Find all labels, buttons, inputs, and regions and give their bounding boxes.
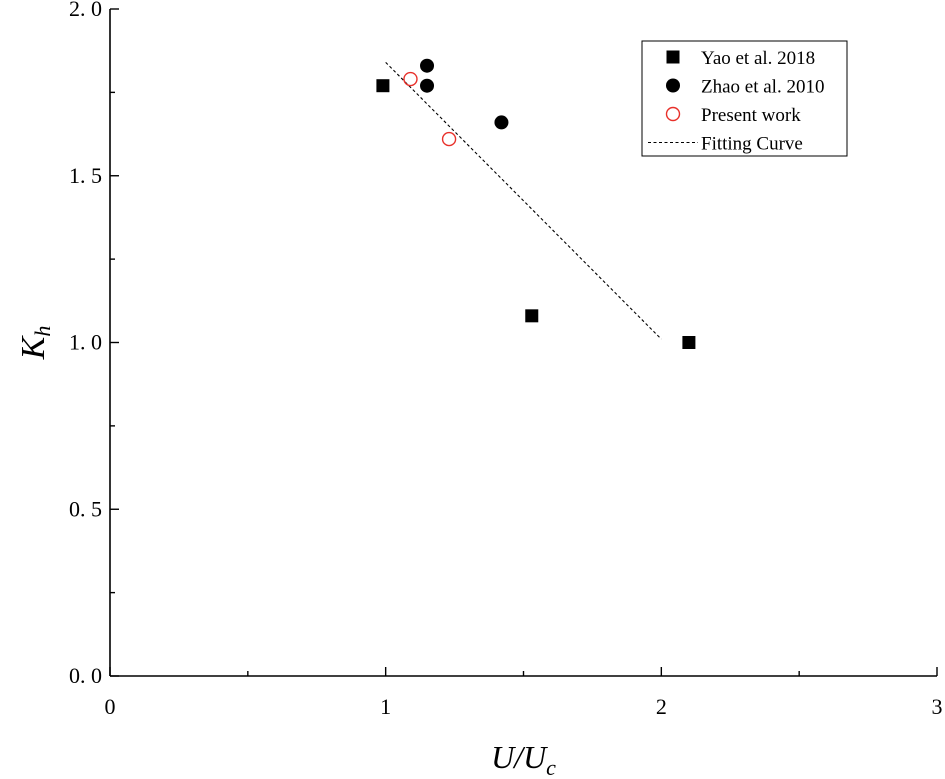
x-tick-label: 0 (105, 694, 116, 719)
x-ticks: 0 1 2 3 (105, 667, 943, 719)
x-tick-label: 1 (380, 694, 391, 719)
data-point-series-2 (441, 131, 457, 147)
data-points-layer (376, 58, 696, 349)
fitting-curve-layer (385, 61, 662, 340)
legend: Yao et al. 2018 Zhao et al. 2010 Present w… (641, 40, 848, 157)
legend-marker-swatch (666, 78, 680, 93)
legend-label: Zhao et al. 2010 (701, 77, 824, 98)
legend-marker-swatch (666, 50, 680, 64)
y-ticks: 0. 0 0. 5 1. 0 1. 5 2. 0 (69, 0, 119, 688)
data-point-series-1 (420, 78, 435, 93)
fitting-curve-line (385, 61, 662, 340)
legend-label: Present work (701, 105, 801, 126)
data-point-series-0 (525, 309, 539, 323)
legend-label: Fitting Curve (701, 134, 803, 155)
x-tick-label: 3 (932, 694, 943, 719)
data-point-series-1 (420, 58, 435, 73)
legend-label: Yao et al. 2018 (701, 48, 815, 69)
y-tick-label: 0. 5 (69, 496, 102, 521)
y-tick-label: 0. 0 (69, 663, 102, 688)
data-point-series-2 (403, 71, 418, 87)
axes: 0 1 2 3 0. 0 0. 5 1. 0 1. 5 2. 0 (69, 0, 943, 719)
x-tick-label: 2 (656, 694, 667, 719)
y-tick-label: 1. 5 (69, 163, 102, 188)
data-point-series-1 (494, 115, 509, 130)
data-point-series-0 (376, 79, 390, 93)
legend-items: Yao et al. 2018 Zhao et al. 2010 Present w… (648, 48, 824, 155)
y-tick-label: 2. 0 (69, 0, 102, 21)
y-tick-label: 1. 0 (69, 330, 102, 355)
legend-marker-swatch (665, 106, 681, 122)
x-axis-label: U/Uc (491, 739, 556, 779)
y-axis-label: Kh (15, 326, 55, 361)
data-point-series-0 (682, 336, 696, 349)
